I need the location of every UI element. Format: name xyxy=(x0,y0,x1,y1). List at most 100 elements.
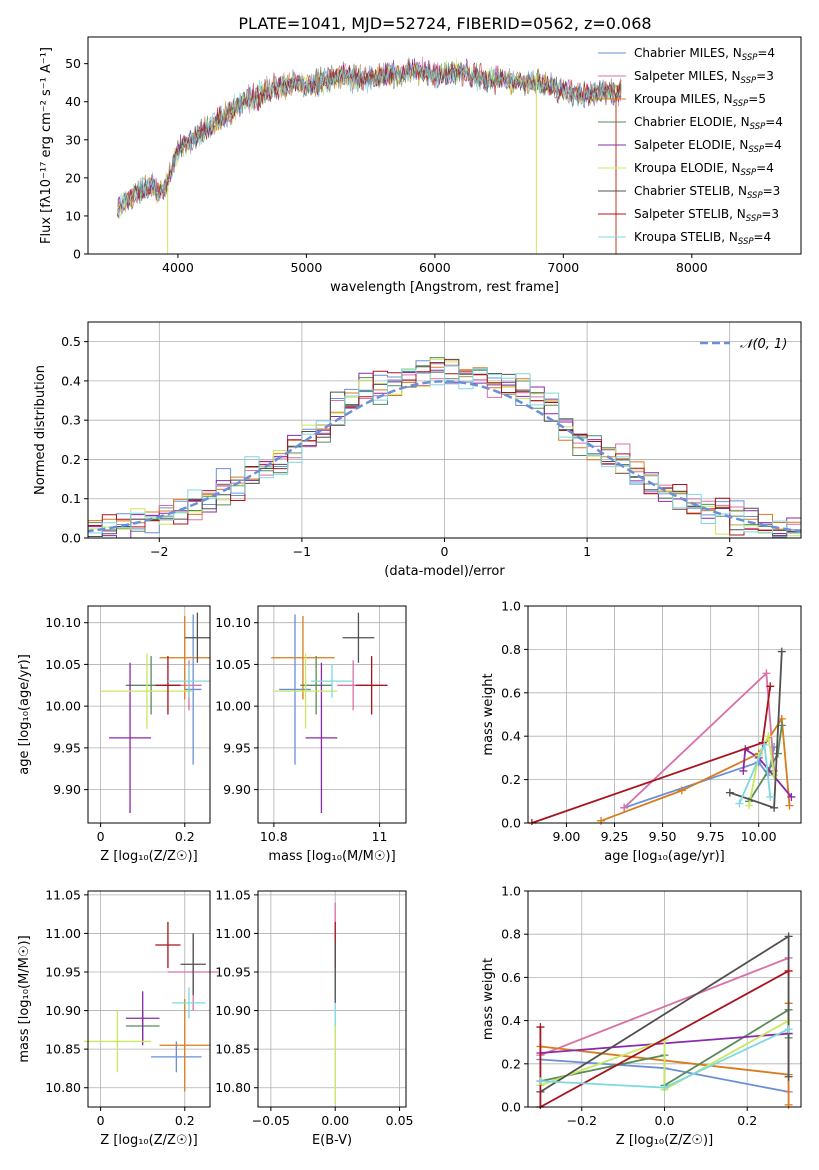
x-tick-label: 7000 xyxy=(547,260,579,275)
legend-entry: 𝒩(0, 1) xyxy=(740,337,787,352)
x-tick-label: 0.2 xyxy=(737,1113,757,1128)
y-tick-label: 20 xyxy=(65,170,81,185)
legend-entry-model: Salpeter STELIB, N xyxy=(634,207,746,221)
x-tick-label: 4000 xyxy=(162,260,194,275)
mass-vs-EBV-frame xyxy=(257,890,407,1108)
residuals-decor: −2 −1 0 1 2 0.0 0.1 0.2 0.3 0.4 0.5 (data-model)/er… xyxy=(33,321,802,579)
data-point-marker xyxy=(735,799,744,808)
x-tick-label: 6000 xyxy=(419,260,451,275)
x-tick-label: −0.05 xyxy=(252,1113,290,1128)
y-tick-label: 10.85 xyxy=(215,1042,251,1057)
data-point-marker xyxy=(777,721,786,730)
legend-entry: Kroupa MILES, NSSP=5 xyxy=(634,92,766,109)
x-tick-label: 0.05 xyxy=(386,1113,414,1128)
y-tick-label: 30 xyxy=(65,132,81,147)
data-point-marker xyxy=(766,682,775,691)
normal-reference-curve xyxy=(88,380,801,533)
y-tick-label: 0.8 xyxy=(501,927,521,942)
x-tick-label: 1 xyxy=(583,544,591,559)
mass-vs-Z-points xyxy=(83,921,219,1092)
legend-entry: Chabrier MILES, NSSP=4 xyxy=(634,46,775,63)
spectrum-decor: 4000 5000 6000 7000 8000 0 10 20 30 40 50 wavelengt… xyxy=(39,36,802,295)
legend-entry-sub: SSP xyxy=(750,122,766,132)
y-tick-label: 11.00 xyxy=(215,926,251,941)
legend-entry-tail: =4 xyxy=(756,161,774,175)
mass-weight-vs-Z-xlabel: Z [log₁₀(Z/Z☉)] xyxy=(616,1133,713,1148)
y-tick-label: 0.0 xyxy=(501,816,521,831)
data-point-marker xyxy=(784,1025,793,1034)
y-tick-label: 9.90 xyxy=(223,782,251,797)
mass-weight-vs-age-decor: 9.00 9.25 9.50 9.75 10.00 0.0 0.2 0.4 0.6 0.8 1.0 a… xyxy=(481,599,802,864)
x-tick-label: 0.0 xyxy=(655,1113,675,1128)
data-point-marker xyxy=(660,1083,669,1092)
legend-entry: Salpeter MILES, NSSP=3 xyxy=(634,69,774,86)
spectrum-frame xyxy=(87,36,802,255)
x-tick-label: 0 xyxy=(441,544,449,559)
mass-vs-Z-decor: 0 0.2 10.80 10.85 10.90 10.95 11.00 11.05 Z [log… xyxy=(17,887,211,1148)
age-vs-mass-xlabel: mass [log₁₀(M/M☉)] xyxy=(268,849,395,864)
legend-entry-sub: SSP xyxy=(746,214,762,224)
spectrum-xlabel: wavelength [Angstrom, rest frame] xyxy=(330,280,559,295)
y-tick-label: 9.90 xyxy=(53,782,81,797)
x-tick-label: 0.2 xyxy=(175,829,195,844)
y-tick-label: 50 xyxy=(65,56,81,71)
age-vs-mass-points xyxy=(271,612,388,813)
mass-weight-vs-age-xlabel: age [log₁₀(age/yr)] xyxy=(604,849,725,864)
y-tick-label: 0 xyxy=(73,247,81,262)
age-vs-Z-ylabel: age [log₁₀(age/yr)] xyxy=(17,654,32,775)
y-tick-label: 10.80 xyxy=(215,1080,251,1095)
data-point-marker xyxy=(770,771,779,780)
residual-histogram xyxy=(88,365,801,538)
age-vs-mass-decor: 10.8 11 9.90 9.95 10.00 10.05 10.10 mass [log₁₀… xyxy=(215,605,407,864)
y-tick-label: 0.2 xyxy=(501,1056,521,1071)
x-tick-label: 0.2 xyxy=(175,1113,195,1128)
mass-vs-Z-ylabel: mass [log₁₀(M/M☉)] xyxy=(17,935,32,1062)
y-tick-label: 9.95 xyxy=(223,740,251,755)
x-tick-label: −1 xyxy=(293,544,311,559)
legend-entry: Salpeter ELODIE, NSSP=4 xyxy=(634,138,782,155)
legend-entry-tail: =4 xyxy=(765,115,783,129)
y-tick-label: 0.5 xyxy=(61,334,81,349)
y-tick-label: 0.4 xyxy=(61,373,81,388)
data-point-marker xyxy=(620,803,629,812)
spectrum-line xyxy=(117,62,622,219)
data-point-marker xyxy=(760,740,769,749)
mass-vs-EBV-decor: −0.05 0.00 0.05 10.80 10.85 10.90 10.95 11.00 11… xyxy=(215,887,413,1148)
mass-weight-vs-age-ylabel: mass weight xyxy=(481,673,496,755)
mass-vs-Z-xlabel: Z [log₁₀(Z/Z☉)] xyxy=(100,1133,197,1148)
legend-entry: Kroupa ELODIE, NSSP=4 xyxy=(634,161,774,178)
y-tick-label: 0.4 xyxy=(501,729,521,744)
legend-entry-model: Salpeter MILES, N xyxy=(634,69,741,83)
x-tick-label: 9.00 xyxy=(553,829,581,844)
data-point-marker xyxy=(677,786,686,795)
mass-weight-vs-Z-decor: −0.2 0.0 0.2 0.0 0.2 0.4 0.6 0.8 1.0 Z [log₁₀(Z/Z… xyxy=(481,884,802,1148)
legend-entry: Chabrier ELODIE, NSSP=4 xyxy=(634,115,783,132)
series-line xyxy=(540,1019,790,1092)
y-tick-label: 10.80 xyxy=(45,1080,81,1095)
age-vs-Z-points xyxy=(100,612,210,813)
mass-weight-vs-Z-series xyxy=(536,932,793,1109)
legend-entry-sub: SSP xyxy=(741,76,757,86)
spectrum-ylabel: Flux [fλ10⁻¹⁷ erg cm⁻² s⁻¹ A⁻¹] xyxy=(39,47,54,244)
y-tick-label: 40 xyxy=(65,94,81,109)
y-tick-label: 0.8 xyxy=(501,642,521,657)
data-point-marker xyxy=(536,1077,545,1086)
y-tick-label: 10 xyxy=(65,208,81,223)
legend-entry-tail: =3 xyxy=(756,69,774,83)
mass-weight-vs-Z-ylabel: mass weight xyxy=(481,958,496,1040)
data-point-marker xyxy=(725,788,734,797)
legend-entry-tail: =4 xyxy=(757,46,775,60)
age-vs-mass-axes xyxy=(258,606,406,823)
legend-entry-tail: =3 xyxy=(763,184,781,198)
data-point-marker xyxy=(784,932,793,941)
y-tick-label: 9.95 xyxy=(53,740,81,755)
mass-weight-vs-age-frame xyxy=(527,605,802,824)
x-tick-label: −2 xyxy=(150,544,168,559)
data-point-marker xyxy=(785,801,794,810)
data-point-marker xyxy=(777,647,786,656)
y-tick-label: 10.00 xyxy=(215,699,251,714)
residuals-legend: 𝒩(0, 1) xyxy=(700,337,787,352)
spectrum-line xyxy=(117,58,622,216)
data-point-marker xyxy=(536,1023,545,1032)
